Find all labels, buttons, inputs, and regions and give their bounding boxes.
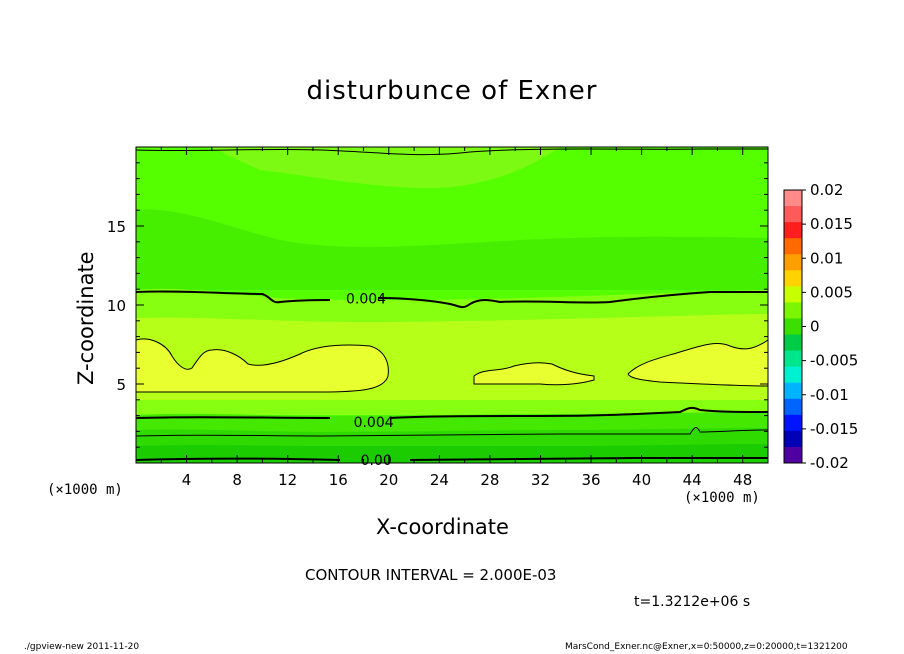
colorbar-label: 0.02 (810, 181, 843, 199)
colorbar-segment (784, 446, 802, 464)
contour-label: 0.004 (346, 292, 386, 308)
contour-line-0.004-upper (136, 290, 768, 309)
colorbar-segment (784, 366, 802, 384)
x-tick-label: 4 (182, 471, 192, 489)
fill-yellow-3 (628, 340, 768, 386)
x-axis-label: X-coordinate (376, 515, 509, 539)
y-axis-ticks: 5 10 15 (107, 162, 768, 448)
colorbar-label: 0.005 (810, 283, 853, 301)
colorbar-segment (784, 398, 802, 416)
colorbar-label: -0.02 (810, 454, 849, 472)
y-axis-label: Z-coordinate (74, 251, 98, 385)
x-unit-left: (×1000 m) (47, 482, 123, 498)
x-unit-right: (×1000 m) (684, 490, 760, 506)
x-tick-label: 20 (379, 471, 398, 489)
footer-right: MarsCond_Exner.nc@Exner,x=0:50000,z=0:20… (565, 642, 848, 652)
colorbar-segment (784, 222, 802, 239)
contour-line-0.004-lower (136, 406, 768, 419)
contour-line-0.002-b (473, 362, 595, 386)
contour-fill (136, 147, 768, 463)
colorbar-segment (784, 350, 802, 368)
contour-line-0.003 (136, 427, 768, 437)
fill-upper-dark (136, 209, 768, 290)
colorbar-segment (784, 414, 802, 432)
colorbar-label: -0.005 (810, 352, 858, 370)
colorbar-label: 0.015 (810, 215, 853, 233)
colorbar-label: -0.01 (810, 386, 849, 404)
colorbar-segment (784, 206, 802, 223)
colorbar-segment (784, 430, 802, 448)
contour-lines (136, 148, 768, 461)
contour-line-top (136, 148, 768, 156)
colorbar-label: 0.01 (810, 249, 843, 267)
contour-line-0.002 (136, 338, 389, 393)
fill-upper-light (210, 147, 560, 189)
y-tick-label: 10 (107, 297, 126, 315)
contour-labels: 0.004 0.004 0.00 (346, 292, 394, 469)
x-tick-label: 8 (232, 471, 242, 489)
footer-left: ./gpview-new 2011-11-20 (24, 642, 140, 652)
fill-yellow-2 (474, 362, 594, 385)
x-tick-label: 12 (278, 471, 297, 489)
colorbar-segment (784, 254, 802, 271)
x-tick-label: 24 (430, 471, 449, 489)
colorbar-segment (784, 190, 802, 207)
x-tick-label: 48 (733, 471, 752, 489)
contour-line-0.002-c (627, 339, 768, 387)
contour-label: 0.00 (361, 453, 392, 469)
chart-title: disturbunce of Exner (306, 76, 598, 106)
x-tick-label: 28 (480, 471, 499, 489)
y-tick-label: 15 (107, 218, 126, 236)
colorbar-segment (784, 382, 802, 400)
timestamp: t=1.3212e+06 s (634, 594, 751, 610)
colorbar-segment (784, 334, 802, 352)
x-axis-ticks: 4 8 12 16 20 24 28 32 36 40 44 48 (160, 147, 752, 489)
colorbar-segment (784, 286, 802, 303)
colorbar-segment (784, 270, 802, 287)
contour-interval: CONTOUR INTERVAL = 2.000E-03 (305, 566, 557, 584)
colorbar-segment (784, 318, 802, 336)
x-tick-label: 16 (329, 471, 348, 489)
y-tick-label: 5 (116, 376, 126, 394)
contour-label: 0.004 (354, 415, 394, 431)
colorbar-segment (784, 238, 802, 255)
colorbar-label: -0.015 (810, 420, 858, 438)
x-tick-label: 32 (531, 471, 550, 489)
colorbar-segment (784, 302, 802, 319)
x-tick-label: 40 (632, 471, 651, 489)
contour-line-0.00 (136, 456, 768, 461)
colorbar: 0.02 0.015 0.01 0.005 0 -0.005 -0.01 -0.015 -0.0… (783, 181, 858, 472)
colorbar-label: 0 (810, 318, 820, 336)
x-tick-label: 44 (683, 471, 702, 489)
x-tick-label: 36 (581, 471, 600, 489)
